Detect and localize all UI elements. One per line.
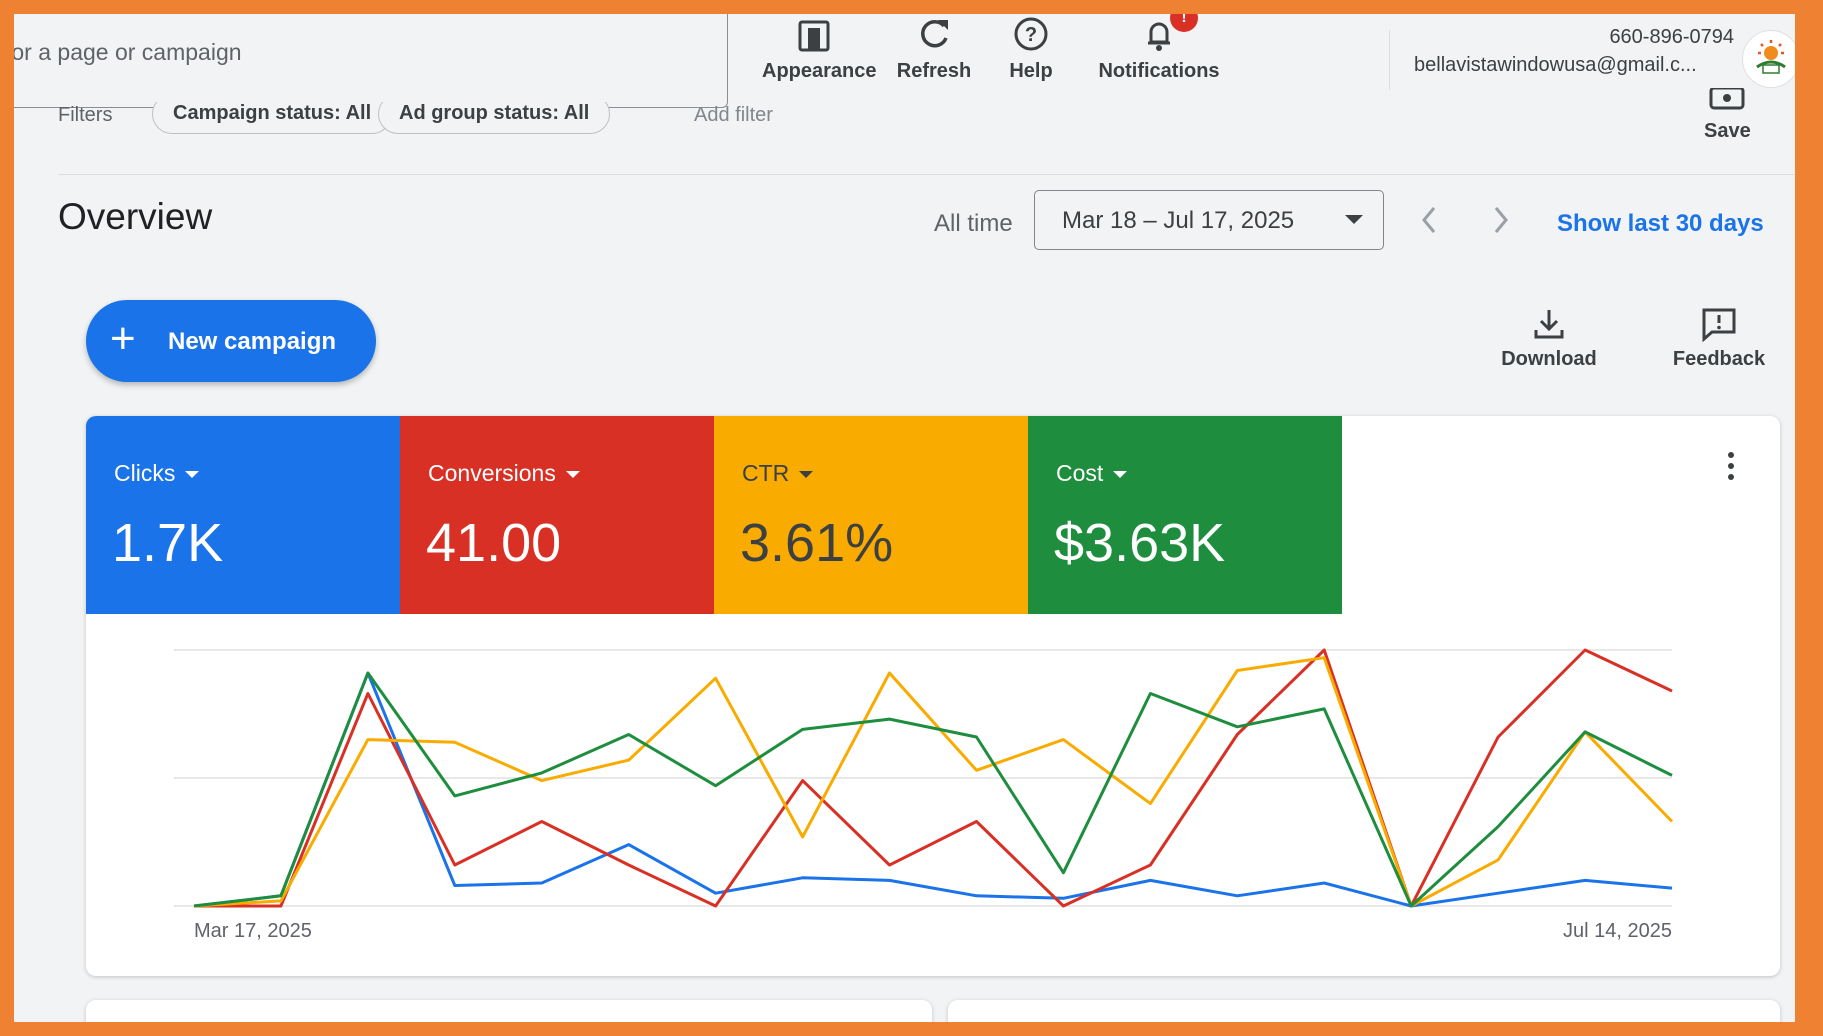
notification-badge: ! [1170,14,1198,32]
metric-label[interactable]: Clicks [114,460,200,487]
save-label: Save [1704,120,1751,142]
caret-down-icon [565,471,580,479]
save-icon [1709,88,1745,110]
metric-value: 3.61% [740,513,894,573]
add-filter-button[interactable]: Add filter [694,104,773,126]
account-logo-icon [1756,40,1786,74]
campaign-status-chip[interactable]: Campaign status: All [152,102,393,134]
ad-group-status-chip[interactable]: Ad group status: All [378,102,611,134]
more-options-icon[interactable] [1728,452,1734,485]
page-title: Overview [58,196,213,237]
series-line-4 [193,671,1673,908]
series-line-1 [193,671,1673,908]
appearance-button[interactable]: Appearance [762,14,877,96]
series-line-2 [194,648,1673,908]
new-campaign-button[interactable]: + New campaign [86,300,376,382]
x-axis-start-label: Mar 17, 2025 [194,920,312,942]
topbar-divider [1389,30,1390,90]
feedback-icon [1702,308,1736,342]
metric-label-text: Cost [1056,460,1104,486]
appearance-icon [762,14,866,60]
metric-value: 1.7K [112,513,224,573]
metric-tile-conversions[interactable]: Conversions 41.00 [400,416,714,614]
account-phone: 660-896-0794 [1609,26,1734,48]
divider [58,174,1795,175]
metric-value: 41.00 [426,513,562,573]
feedback-button[interactable]: Feedback [1664,306,1774,371]
search-input[interactable]: for a page or campaign [14,39,242,65]
next-period-button[interactable] [1488,202,1514,244]
metric-tile-cost[interactable]: Cost $3.63K [1028,416,1342,614]
show-last-30-days-link[interactable]: Show last 30 days [1557,210,1764,237]
summary-card-right [948,1000,1780,1022]
performance-line-chart: Mar 17, 2025 Jul 14, 2025 [174,648,1674,942]
filters-label: Filters [58,104,113,126]
chevron-down-icon [1345,215,1363,224]
caret-down-icon [799,471,814,479]
feedback-label: Feedback [1672,348,1766,370]
help-button[interactable]: ? Help [998,14,1064,96]
notifications-label: Notifications [1098,60,1220,82]
performance-card: Clicks 1.7K Conversions 41.00 CTR 3.61% Cost $3… [86,416,1780,976]
metric-label[interactable]: Conversions [428,460,580,487]
svg-text:?: ? [1025,24,1037,46]
chevron-left-icon [1422,207,1436,233]
refresh-button[interactable]: Refresh [894,14,974,96]
refresh-icon [894,14,974,60]
new-campaign-label: New campaign [168,328,337,355]
filter-row: Filters Campaign status: All Ad group st… [58,102,1758,142]
metric-label-text: Conversions [428,460,556,486]
download-label: Download [1501,348,1597,370]
metric-label-text: CTR [742,460,790,486]
caret-down-icon [1113,471,1128,479]
metric-tile-ctr[interactable]: CTR 3.61% [714,416,1028,614]
date-range-value: Mar 18 – Jul 17, 2025 [1062,207,1295,234]
previous-period-button[interactable] [1416,202,1442,244]
summary-card-left [86,1000,932,1022]
appearance-label: Appearance [762,60,877,82]
metric-value: $3.63K [1054,513,1226,573]
help-icon: ? [998,14,1064,60]
google-ads-screen: for a page or campaign Appearance Refres… [14,14,1795,1022]
metric-label[interactable]: Cost [1056,460,1128,487]
plus-icon: + [110,314,136,363]
chevron-right-icon [1494,207,1508,233]
date-preset-label: All time [934,210,1013,237]
download-icon [1534,310,1564,339]
date-range-select[interactable]: Mar 18 – Jul 17, 2025 [1034,190,1384,250]
download-button[interactable]: Download [1494,306,1604,371]
account-email[interactable]: bellavistawindowusa@gmail.c... [1414,54,1697,76]
notifications-icon: ! [1086,14,1232,60]
help-label: Help [1009,60,1053,82]
metric-label-text: Clicks [114,460,176,486]
notifications-button[interactable]: ! Notifications [1086,14,1232,96]
caret-down-icon [185,471,200,479]
metric-tile-clicks[interactable]: Clicks 1.7K [86,416,400,614]
series-line-3 [193,656,1674,908]
x-axis-end-label: Jul 14, 2025 [1563,920,1672,942]
metric-label[interactable]: CTR [742,460,814,487]
refresh-label: Refresh [896,60,972,82]
save-button[interactable]: Save [1704,88,1751,143]
search-box[interactable]: for a page or campaign [14,14,728,108]
avatar[interactable] [1742,30,1795,88]
